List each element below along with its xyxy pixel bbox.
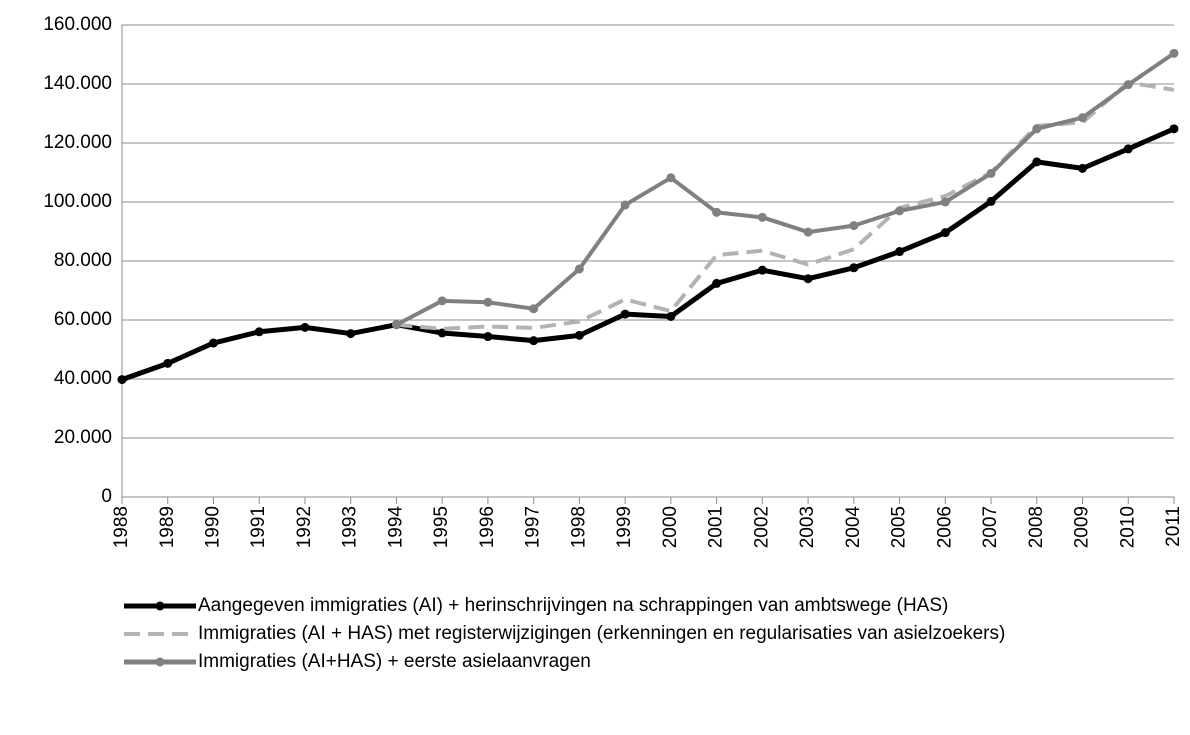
legend-swatch (124, 632, 196, 636)
x-tick-label: 1990 (202, 506, 223, 548)
series-marker (1123, 144, 1133, 154)
series-marker (163, 358, 173, 368)
series-marker (1078, 163, 1088, 173)
series-marker (620, 200, 630, 210)
series-marker (1123, 80, 1133, 90)
x-tick-label: 1998 (568, 506, 589, 548)
series-marker (757, 265, 767, 275)
series-marker (300, 322, 310, 332)
y-tick-label: 100.000 (43, 191, 112, 212)
legend-swatch (124, 601, 196, 611)
y-tick-label: 160.000 (43, 14, 112, 35)
legend: Aangegeven immigraties (AI) + herinschri… (122, 592, 1122, 676)
series-line (395, 51, 1176, 327)
x-tick-label: 2002 (751, 506, 772, 548)
series-marker (391, 320, 401, 330)
x-tick-label: 1996 (477, 506, 498, 548)
series-marker (849, 221, 859, 231)
x-tick-label: 2011 (1163, 506, 1184, 547)
series-marker (1169, 48, 1179, 58)
legend-marker (155, 601, 165, 611)
y-tick-label: 20.000 (54, 427, 112, 448)
series-line (396, 80, 1175, 331)
series-marker (254, 327, 264, 337)
series-marker (712, 207, 722, 217)
series-marker (483, 332, 493, 342)
x-tick-label: 1994 (385, 506, 406, 549)
series-marker (1169, 124, 1179, 134)
x-tick-label: 2007 (980, 506, 1001, 548)
series-marker (940, 197, 950, 207)
series-marker (437, 296, 447, 306)
series-marker (529, 336, 539, 346)
legend-swatch (124, 657, 196, 667)
legend-entry: Immigraties (AI+HAS) + eerste asielaanvr… (122, 648, 1122, 676)
series-marker (574, 264, 584, 274)
legend-entry: Immigraties (AI + HAS) met registerwijzi… (122, 620, 1122, 648)
series-marker (574, 330, 584, 340)
legend-label: Immigraties (AI+HAS) + eerste asielaanvr… (198, 651, 591, 672)
series-marker (529, 304, 539, 314)
x-tick-label: 1989 (157, 506, 178, 548)
series-marker (895, 206, 905, 216)
x-tick-label: 1991 (248, 506, 269, 548)
x-tick-label: 2000 (660, 506, 681, 548)
x-tick-label: 2010 (1117, 506, 1138, 548)
series-marker (895, 247, 905, 257)
x-tick-label: 2009 (1072, 506, 1093, 548)
series-marker (1032, 157, 1042, 167)
x-tick-label: 2005 (889, 506, 910, 548)
legend-entry: Aangegeven immigraties (AI) + herinschri… (122, 592, 1122, 620)
series-marker (346, 329, 356, 339)
series-marker (666, 173, 676, 183)
y-tick-label: 60.000 (54, 309, 112, 330)
series-marker (208, 338, 218, 348)
y-tick-label: 140.000 (43, 73, 112, 94)
x-tick-label: 2001 (706, 506, 727, 548)
series-marker (757, 212, 767, 222)
series-marker (803, 227, 813, 237)
chart: 0 20.000 40.000 60.000 80.000 100.000 120.000 1… (43, 14, 1184, 549)
series-marker (940, 228, 950, 238)
series-marker (986, 196, 996, 206)
series-marker (986, 168, 996, 178)
x-tick-label: 1997 (523, 506, 544, 548)
series-marker (666, 311, 676, 321)
x-tick-label: 2006 (934, 506, 955, 548)
x-tick-label: 1988 (111, 506, 132, 548)
series-marker (1078, 113, 1088, 123)
series-line (121, 126, 1176, 382)
y-tick-label: 80.000 (54, 250, 112, 271)
legend-label: Immigraties (AI + HAS) met registerwijzi… (198, 623, 1006, 644)
x-tick-label: 1999 (614, 506, 635, 548)
y-tick-label: 120.000 (43, 132, 112, 153)
x-tick-label: 2004 (843, 506, 864, 549)
x-tick-label: 2008 (1026, 506, 1047, 548)
legend-label: Aangegeven immigraties (AI) + herinschri… (198, 595, 949, 616)
y-tick-label: 40.000 (54, 368, 112, 389)
series-marker (1032, 124, 1042, 134)
series-marker (712, 278, 722, 288)
x-tick-label: 1993 (340, 506, 361, 548)
series-marker (483, 297, 493, 307)
legend-marker (155, 657, 165, 667)
series-marker (803, 274, 813, 284)
series-marker (117, 375, 127, 385)
series-marker (620, 309, 630, 319)
y-tick-label: 0 (101, 486, 112, 507)
x-tick-label: 1992 (294, 506, 315, 548)
x-tick-label: 1995 (431, 506, 452, 548)
x-tick-label: 2003 (797, 506, 818, 548)
series-marker (849, 263, 859, 273)
